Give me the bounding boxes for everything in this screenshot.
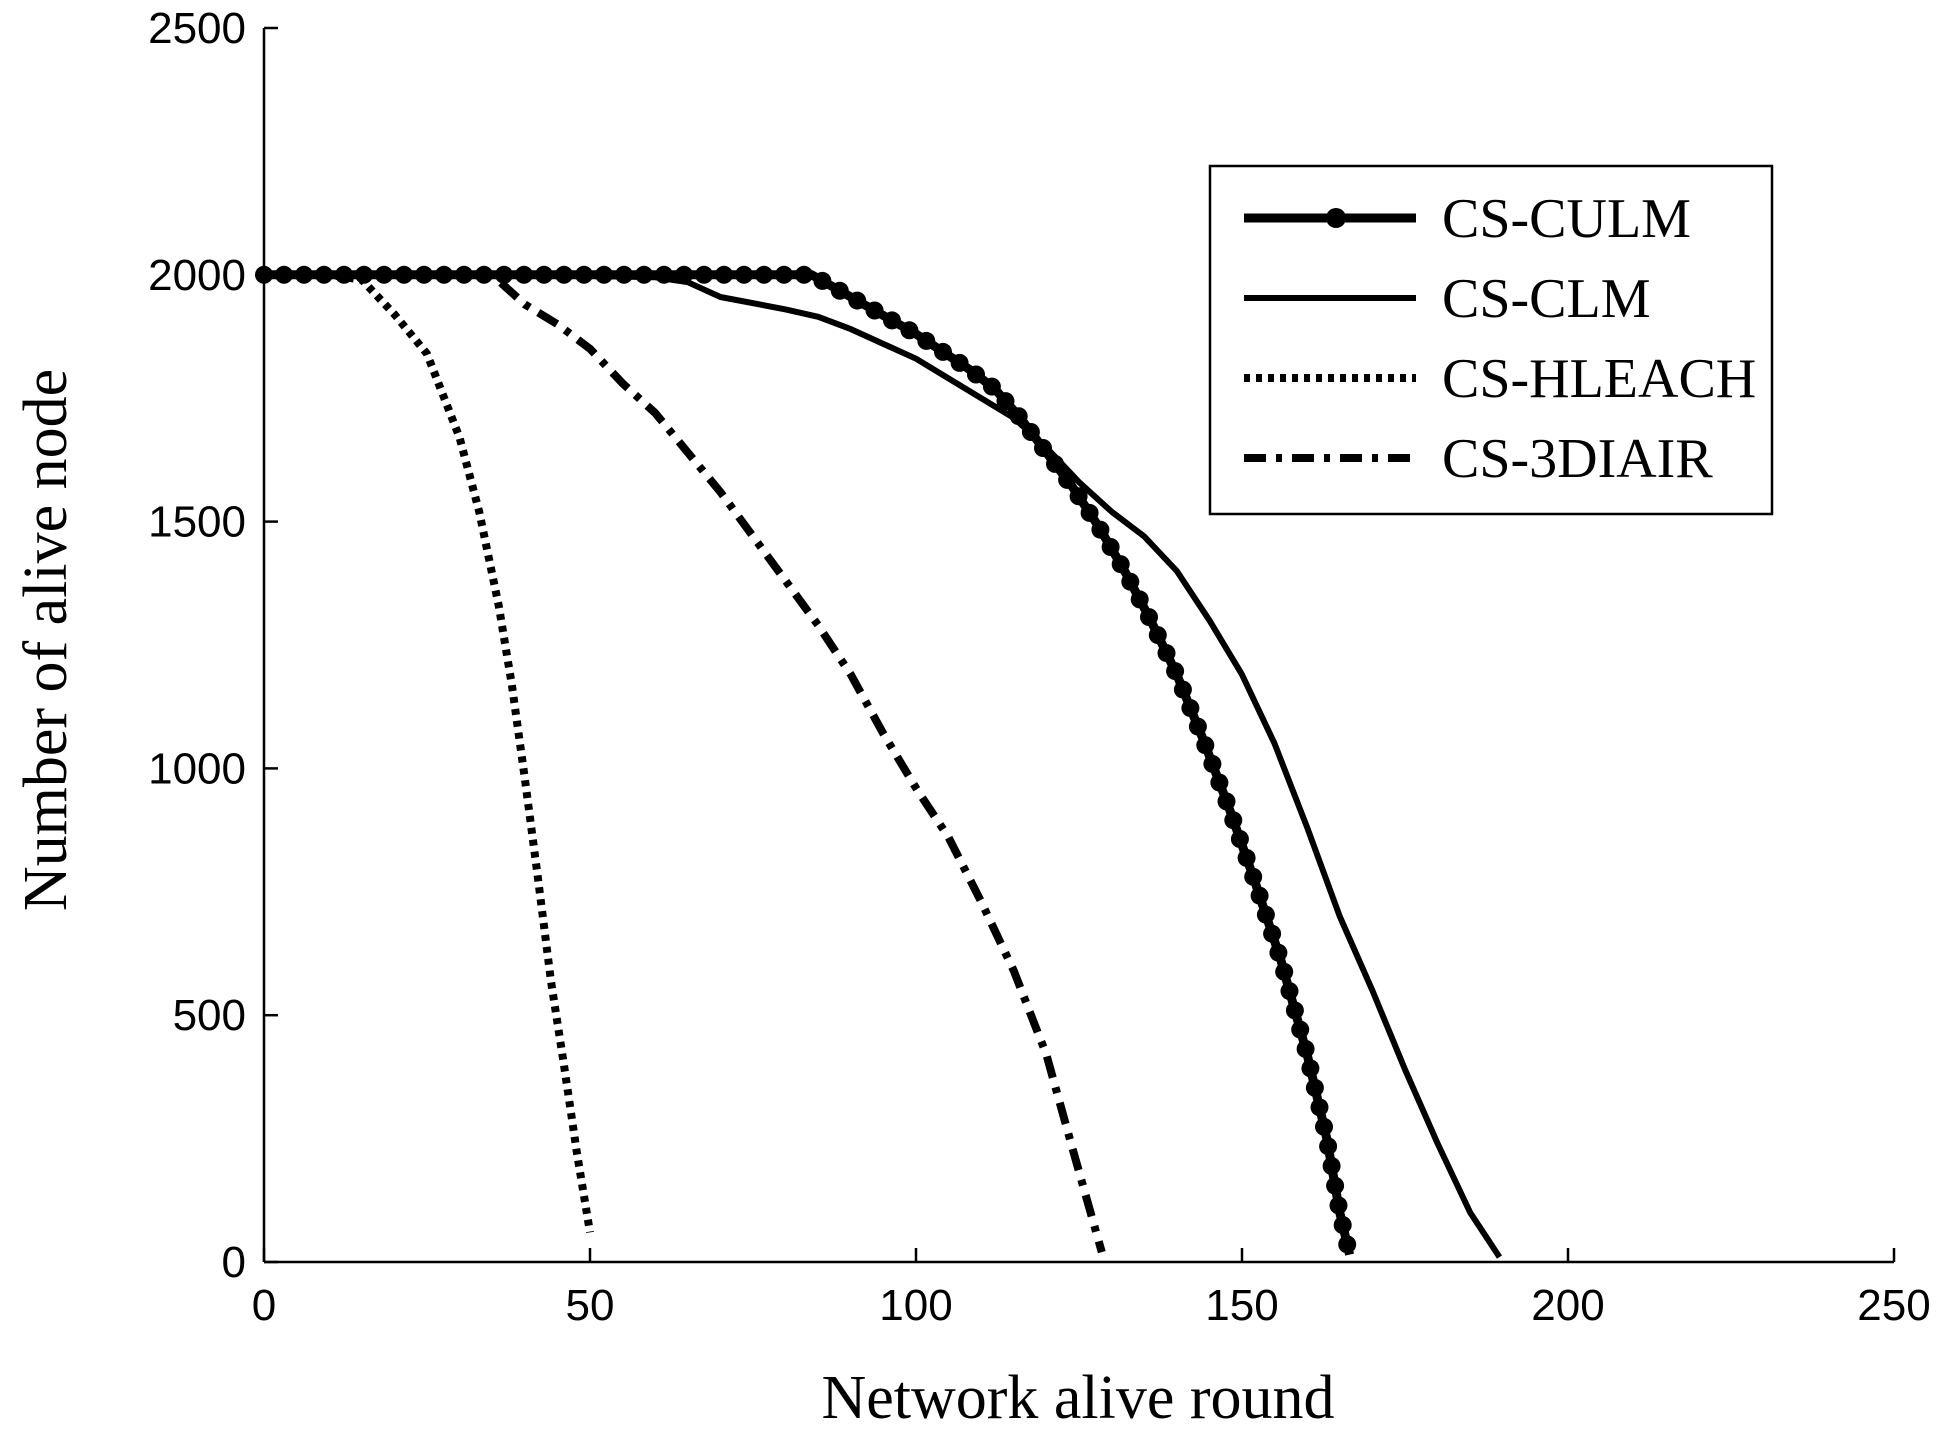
- series-marker: [1322, 1157, 1341, 1175]
- series-marker: [830, 281, 849, 300]
- series-marker: [1196, 736, 1215, 755]
- series-marker: [1291, 1020, 1310, 1039]
- series-marker: [1285, 1001, 1304, 1020]
- series-marker: [1280, 982, 1299, 1001]
- x-axis-ticks: 0 50 100 150 200 250: [252, 1248, 1931, 1330]
- series-marker: [755, 265, 773, 284]
- series-line: [264, 271, 1503, 1259]
- y-axis-ticks: 0 500 1000 1500 2000 2500: [148, 4, 278, 1287]
- series-marker: [1181, 699, 1200, 718]
- series-marker: [1203, 754, 1222, 773]
- series-marker: [1301, 1059, 1320, 1078]
- x-tick-label: 100: [879, 1281, 952, 1330]
- y-axis-title: Number of alive node: [12, 369, 80, 911]
- x-tick-label: 250: [1857, 1281, 1930, 1330]
- x-tick-label: 0: [252, 1281, 276, 1330]
- legend-entry: CS-3DIAIR: [1244, 428, 1713, 490]
- series-line: [264, 270, 1106, 1254]
- series-marker: [967, 365, 985, 384]
- series-marker: [795, 265, 813, 284]
- legend-entry: CS-HLEACH: [1244, 348, 1756, 410]
- series-marker: [1140, 608, 1158, 627]
- series-marker: [883, 311, 901, 330]
- series-marker: [1333, 1216, 1352, 1234]
- series-cs-3diair: [264, 270, 1106, 1254]
- series-marker: [1091, 520, 1110, 539]
- legend-items: CS-CULM CS-CLM CS-HLEACH CS-3DIAIR: [1244, 188, 1756, 490]
- series-marker: [1269, 943, 1288, 962]
- y-tick-label: 1000: [148, 744, 246, 793]
- series-marker: [950, 353, 969, 372]
- series-marker: [1173, 680, 1192, 699]
- series-marker: [1275, 962, 1294, 981]
- legend-label: CS-CLM: [1442, 268, 1651, 330]
- series-marker: [1319, 1137, 1338, 1156]
- series-marker: [1101, 538, 1120, 556]
- series-cs-culm: [255, 265, 1357, 1256]
- axes: [262, 28, 1894, 1264]
- series-marker: [1111, 555, 1130, 574]
- series-marker: [1263, 924, 1282, 943]
- series-marker: [900, 321, 919, 340]
- series-marker: [934, 342, 952, 361]
- series-marker: [1157, 644, 1176, 663]
- series-marker: [1326, 1176, 1345, 1195]
- legend-label: CS-CULM: [1442, 188, 1691, 250]
- series-marker: [735, 265, 753, 284]
- legend-label: CS-3DIAIR: [1442, 428, 1713, 490]
- series-marker: [695, 265, 713, 284]
- series-marker: [1210, 773, 1229, 792]
- y-tick-label: 0: [222, 1238, 246, 1287]
- series-marker: [1224, 811, 1243, 830]
- series-marker: [1188, 717, 1207, 736]
- series-marker: [1230, 830, 1249, 848]
- x-tick-label: 50: [566, 1281, 615, 1330]
- series-marker: [1130, 590, 1149, 609]
- series-marker: [865, 301, 884, 320]
- y-tick-label: 2500: [148, 4, 246, 53]
- series-layer: [255, 265, 1503, 1259]
- series-line: [264, 270, 594, 1234]
- series-marker: [1329, 1196, 1348, 1215]
- series-marker: [1237, 848, 1256, 867]
- series-marker: [1296, 1039, 1315, 1058]
- series-cs-clm: [264, 271, 1503, 1259]
- series-marker: [1217, 792, 1236, 811]
- series-marker: [1244, 867, 1263, 886]
- x-tick-label: 200: [1531, 1281, 1604, 1330]
- legend-entry: CS-CULM: [1244, 188, 1691, 250]
- legend-label: CS-HLEACH: [1442, 348, 1756, 410]
- x-axis-title: Network alive round: [821, 1364, 1334, 1430]
- series-marker: [1166, 662, 1185, 681]
- series-marker: [1080, 503, 1099, 522]
- series-marker: [996, 392, 1015, 411]
- y-tick-label: 500: [173, 991, 246, 1040]
- series-marker: [1310, 1098, 1329, 1117]
- legend: CS-CULM CS-CLM CS-HLEACH CS-3DIAIR: [1208, 164, 1774, 516]
- series-marker: [1315, 1117, 1333, 1136]
- y-tick-label: 2000: [148, 251, 246, 300]
- series-marker: [1069, 487, 1088, 506]
- legend-marker: [1326, 208, 1346, 228]
- series-marker: [715, 265, 733, 284]
- series-marker: [1256, 905, 1275, 924]
- legend-entry: CS-CLM: [1244, 268, 1651, 330]
- series-marker: [917, 331, 936, 350]
- series-marker: [1338, 1235, 1357, 1254]
- series-marker: [982, 377, 1001, 396]
- x-tick-label: 150: [1205, 1281, 1278, 1330]
- series-marker: [775, 265, 793, 284]
- series-marker: [1121, 572, 1140, 591]
- series-marker: [1148, 626, 1167, 645]
- series-marker: [1250, 886, 1269, 905]
- series-cs-hleach: [264, 270, 594, 1234]
- series-marker: [813, 271, 832, 290]
- series-marker: [1305, 1078, 1324, 1097]
- series-marker: [848, 291, 867, 310]
- y-tick-label: 1500: [148, 498, 246, 547]
